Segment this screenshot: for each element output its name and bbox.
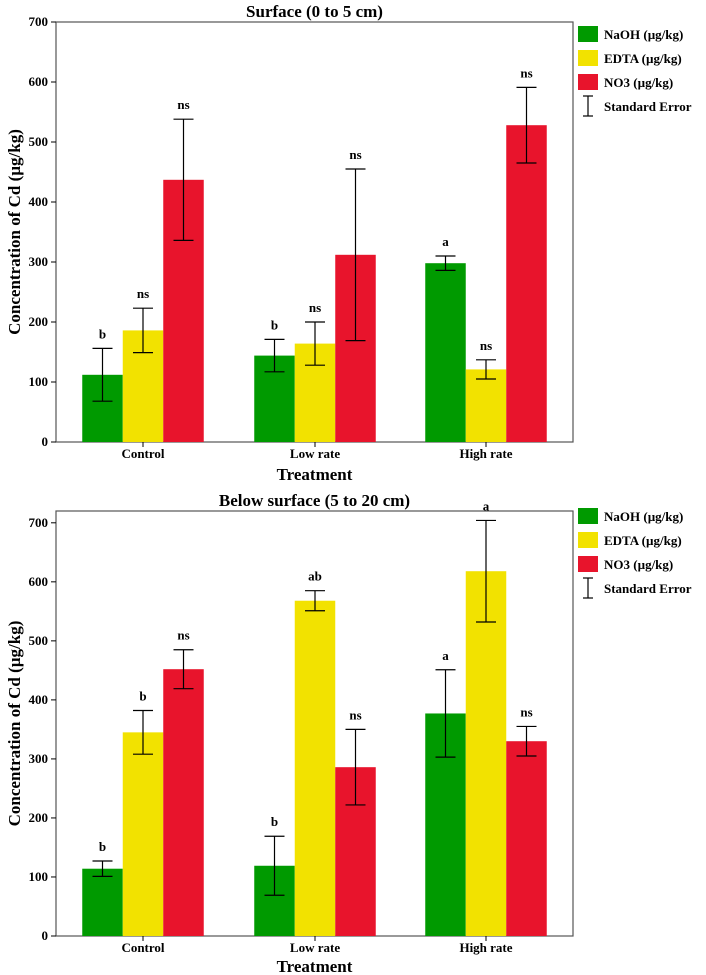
bar-1-control (82, 868, 123, 936)
bar-2-high-rate (465, 369, 507, 442)
x-tick-label: High rate (459, 446, 512, 461)
bar-3-high-rate (506, 125, 547, 442)
x-tick-label: Control (121, 446, 164, 461)
bar-2-control (122, 732, 164, 936)
y-tick-label: 400 (29, 194, 49, 209)
chart-panel-1: Surface (0 to 5 cm) 0 100 200 300 400 500 600 70… (5, 2, 692, 484)
bar-1-high-rate (425, 263, 466, 442)
x-axis-label: Treatment (277, 465, 353, 484)
significance-label: b (99, 839, 106, 854)
y-tick-label: 400 (29, 692, 49, 707)
chart-title: Below surface (5 to 20 cm) (219, 491, 410, 510)
x-tick-label: High rate (459, 940, 512, 955)
significance-label: ns (520, 704, 532, 719)
significance-label: ns (177, 628, 189, 643)
legend: NaOH (µg/kg) EDTA (µg/kg) NO3 (µg/kg) Stand… (578, 508, 692, 599)
significance-label: a (442, 234, 449, 249)
bar-2-low-rate (294, 600, 336, 936)
y-tick-label: 100 (29, 869, 49, 884)
x-tick-label: Low rate (290, 940, 340, 955)
y-tick-label: 700 (29, 14, 49, 29)
legend-label-2: EDTA (µg/kg) (604, 51, 682, 66)
legend-swatch-3 (578, 74, 598, 90)
significance-label: a (442, 648, 449, 663)
y-axis-label: Concentration of Cd (µg/kg) (5, 129, 24, 335)
significance-label: ns (349, 147, 361, 162)
x-axis-label: Treatment (277, 957, 353, 975)
significance-label: b (271, 814, 278, 829)
legend-label-standard-error: Standard Error (604, 99, 692, 114)
y-tick-label: 0 (42, 434, 49, 449)
y-tick-label: 500 (29, 134, 49, 149)
x-tick-label: Low rate (290, 446, 340, 461)
bar-3-high-rate (506, 741, 547, 936)
significance-label: b (139, 689, 146, 704)
significance-label: ns (349, 707, 361, 722)
y-axis-label: Concentration of Cd (µg/kg) (5, 621, 24, 827)
significance-label: ns (309, 300, 321, 315)
y-tick-label: 600 (29, 74, 49, 89)
legend-swatch-1 (578, 508, 598, 524)
chart-panel-2: Below surface (5 to 20 cm) 0 100 200 300 400 5… (5, 491, 692, 975)
legend-swatch-3 (578, 556, 598, 572)
y-tick-label: 200 (29, 314, 49, 329)
legend-label-1: NaOH (µg/kg) (604, 509, 683, 524)
significance-label: ns (177, 97, 189, 112)
y-tick-label: 700 (29, 515, 49, 530)
significance-label: b (271, 317, 278, 332)
y-tick-label: 500 (29, 633, 49, 648)
y-tick-label: 300 (29, 751, 49, 766)
significance-label: ns (520, 65, 532, 80)
legend-label-2: EDTA (µg/kg) (604, 533, 682, 548)
legend-label-3: NO3 (µg/kg) (604, 75, 673, 90)
y-tick-label: 0 (42, 928, 49, 943)
chart-title: Surface (0 to 5 cm) (246, 2, 383, 21)
x-tick-label: Control (121, 940, 164, 955)
legend-label-standard-error: Standard Error (604, 581, 692, 596)
bar-2-high-rate (465, 571, 507, 936)
legend-label-3: NO3 (µg/kg) (604, 557, 673, 572)
significance-label: b (99, 326, 106, 341)
significance-label: ab (308, 569, 322, 584)
y-tick-label: 600 (29, 574, 49, 589)
y-tick-label: 300 (29, 254, 49, 269)
legend: NaOH (µg/kg) EDTA (µg/kg) NO3 (µg/kg) Stand… (578, 26, 692, 117)
y-tick-label: 200 (29, 810, 49, 825)
legend-swatch-2 (578, 532, 598, 548)
y-tick-label: 100 (29, 374, 49, 389)
significance-label: ns (480, 338, 492, 353)
legend-label-1: NaOH (µg/kg) (604, 27, 683, 42)
significance-label: a (483, 498, 490, 513)
significance-label: ns (137, 286, 149, 301)
legend-swatch-2 (578, 50, 598, 66)
legend-swatch-1 (578, 26, 598, 42)
bar-3-control (163, 669, 204, 936)
